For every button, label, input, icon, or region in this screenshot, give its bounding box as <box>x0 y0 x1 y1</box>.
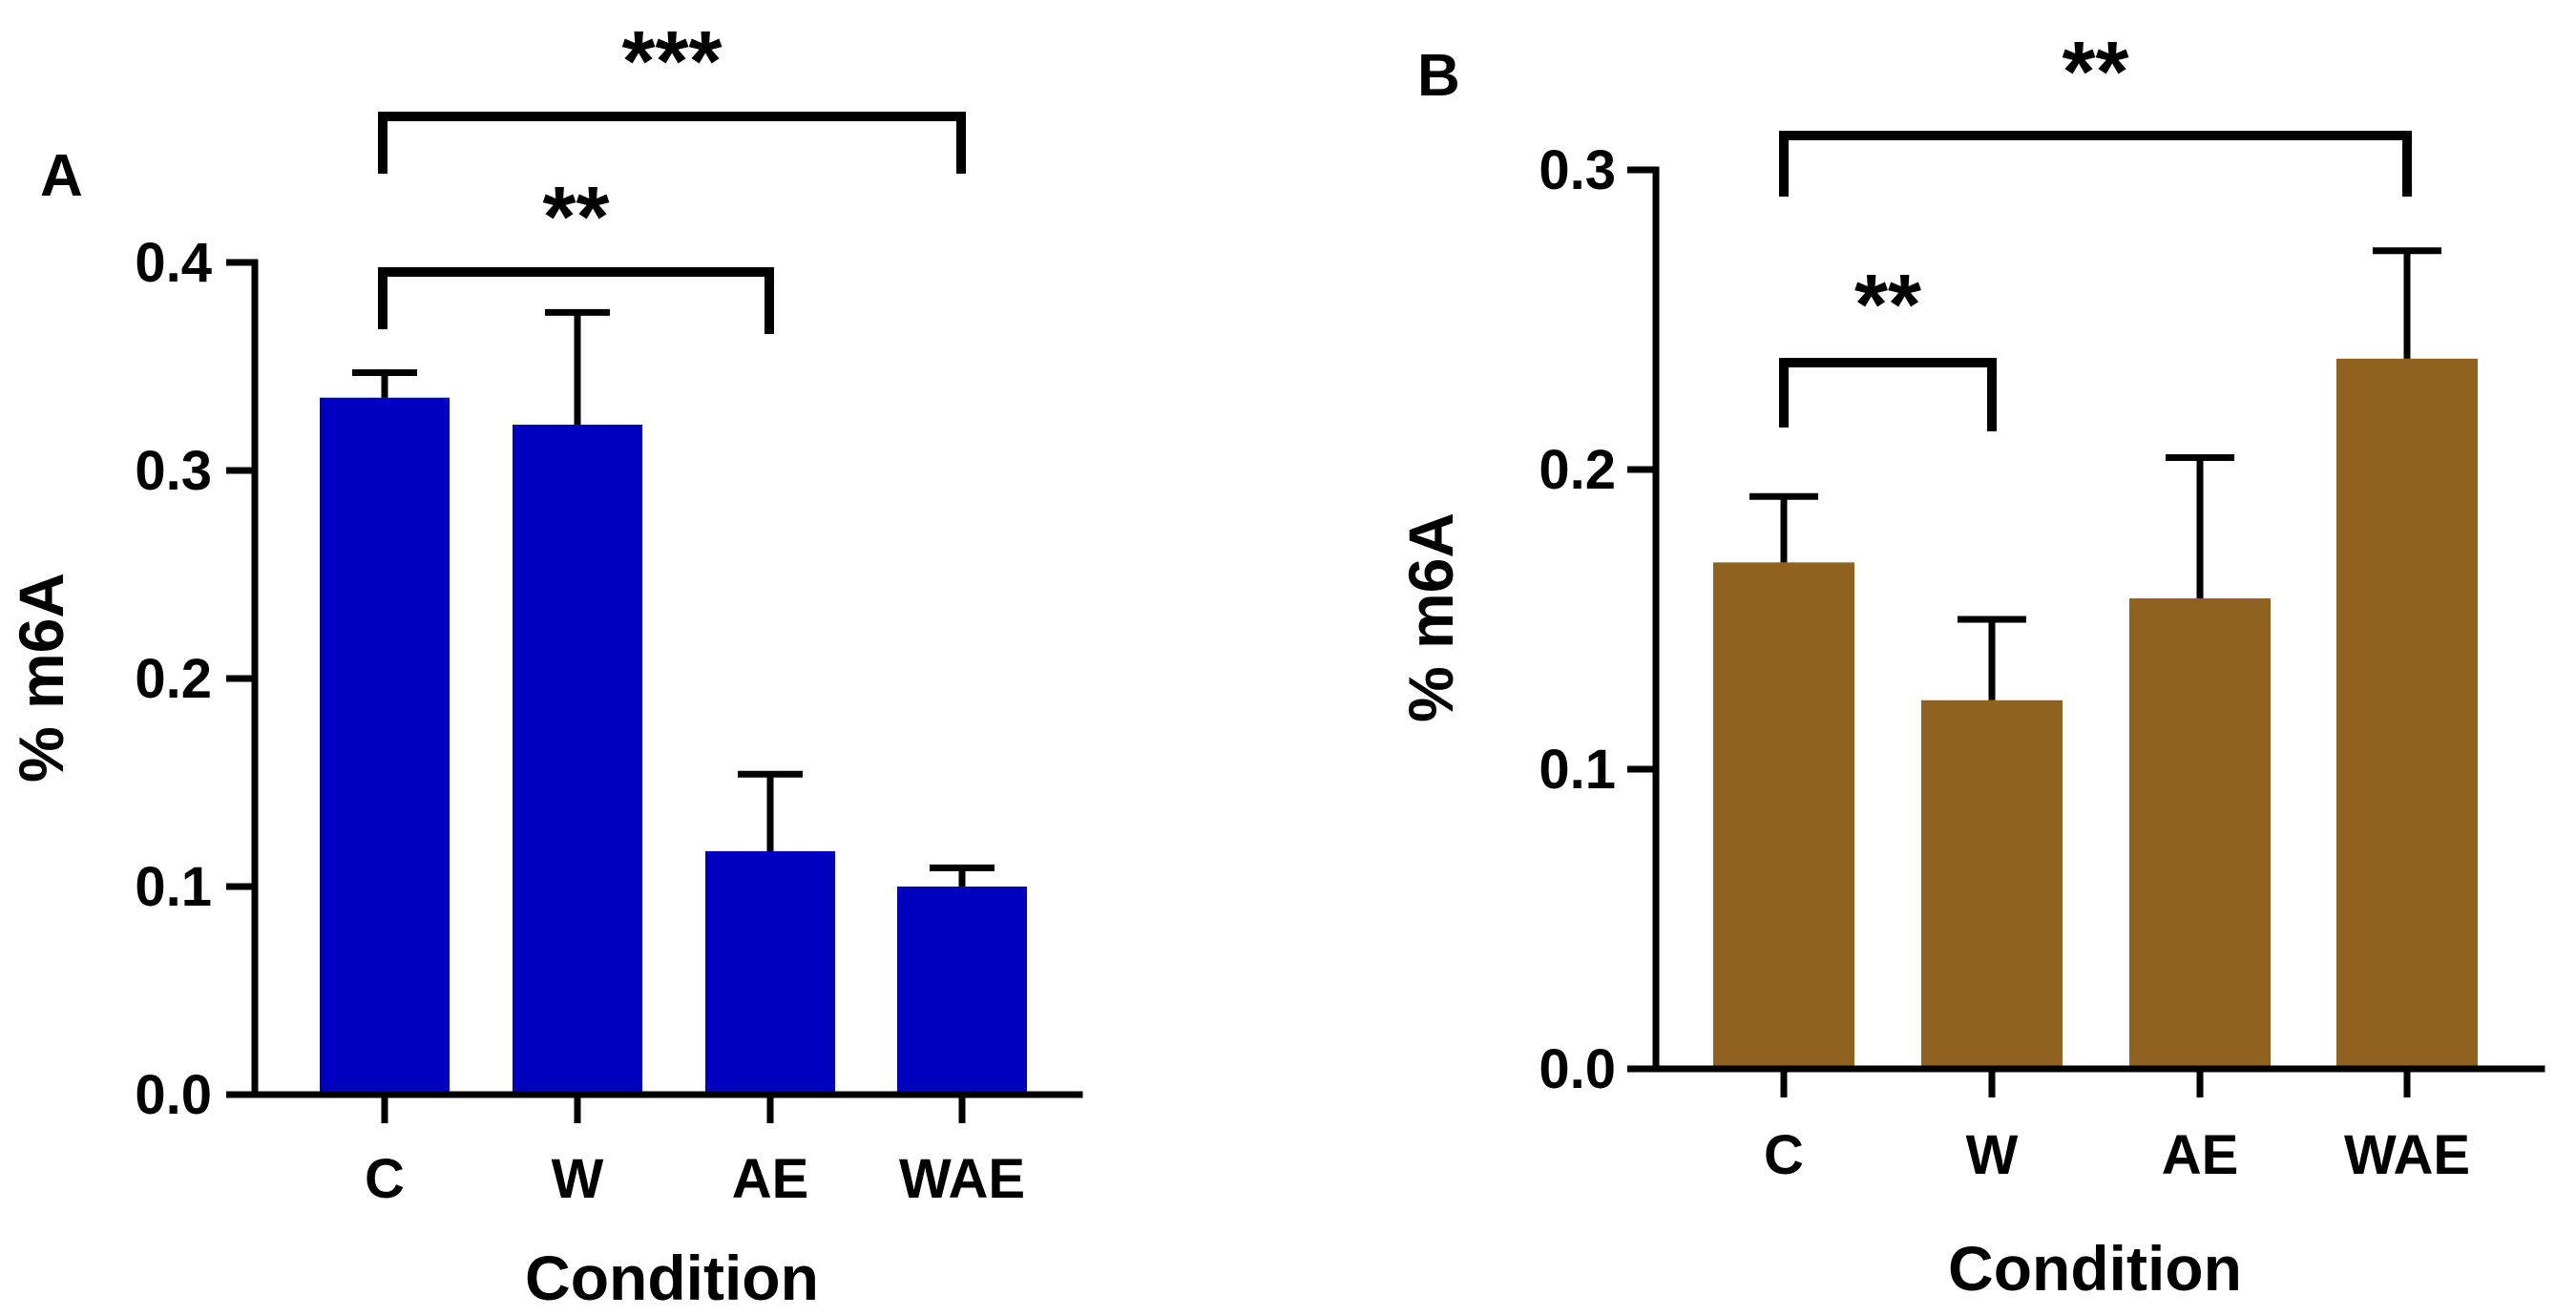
panel-a-bar-c <box>320 397 450 1095</box>
panel-b-y-tick-label: 0.1 <box>1539 739 1616 801</box>
panel-a-x-tick-label: AE <box>732 1148 809 1210</box>
panel-b-x-tick-label: C <box>1764 1124 1804 1186</box>
panel-b-sig-bracket-c-wae <box>1779 131 2412 197</box>
panel-a-x-tick-label: C <box>365 1148 405 1210</box>
panel-b-error-bar-ae <box>2166 453 2234 599</box>
panel-a-y-tick-label: 0.2 <box>135 648 212 710</box>
panel-a-y-tick-label: 0.0 <box>135 1064 212 1126</box>
panel-b-error-bar-wae <box>2373 247 2441 359</box>
panel-b-y-tick-label: 0.2 <box>1539 439 1616 501</box>
panel-b-bar-wae <box>2336 358 2478 1069</box>
panel-a-sig-bracket-c-ae <box>378 267 774 334</box>
panel-b-error-bar-c <box>1749 492 1818 563</box>
panel-b-bar-ae <box>2129 598 2271 1069</box>
panel-b-error-bar-w <box>1958 616 2026 700</box>
panel-b-bar-w <box>1921 700 2063 1069</box>
panel-b-x-axis-title: Condition <box>1948 1233 2242 1304</box>
panel-a-x-tick-label: WAE <box>899 1148 1025 1210</box>
panel-b-sig-bracket-c-w <box>1779 358 1997 431</box>
panel-a-y-tick-label: 0.1 <box>135 856 212 918</box>
panel-b-sig-label-c-wae: ** <box>2062 25 2128 120</box>
panel-a-x-axis-title: Condition <box>525 1243 819 1313</box>
panel-b-letter: B <box>1417 43 1460 109</box>
panel-a-error-bar-ae <box>738 770 803 851</box>
panel-a-error-bar-w <box>545 308 610 426</box>
panel-a-bar-ae <box>705 850 835 1095</box>
panel-a-sig-bracket-c-wae <box>378 112 966 174</box>
panel-a-sig-label-c-wae: *** <box>621 14 722 110</box>
panel-b-y-tick-label: 0.0 <box>1539 1038 1616 1100</box>
panel-b-x-tick-label: WAE <box>2344 1124 2470 1186</box>
panel-a-sig-label-c-ae: ** <box>542 170 609 265</box>
panel-a-letter: A <box>40 143 83 209</box>
panel-a-y-tick-label: 0.3 <box>135 440 212 502</box>
panel-a-error-bar-wae <box>930 864 995 887</box>
panel-a-bar-wae <box>897 887 1027 1095</box>
panel-a-y-tick-label: 0.4 <box>135 232 212 294</box>
panel-a-error-bar-c <box>352 369 417 398</box>
panel-b-bar-c <box>1713 562 1854 1069</box>
panel-b-y-axis-title: % m6A <box>1395 512 1466 722</box>
panel-b-x-tick-label: AE <box>2162 1124 2239 1186</box>
panel-a-bar-w <box>513 425 642 1095</box>
panel-b-sig-label-c-w: ** <box>1854 258 1921 353</box>
panel-a-y-axis-title: % m6A <box>6 573 76 783</box>
panel-b-y-tick-label: 0.3 <box>1539 139 1616 201</box>
panel-a-x-tick-label: W <box>552 1148 604 1210</box>
panel-b-x-tick-label: W <box>1966 1124 2019 1186</box>
